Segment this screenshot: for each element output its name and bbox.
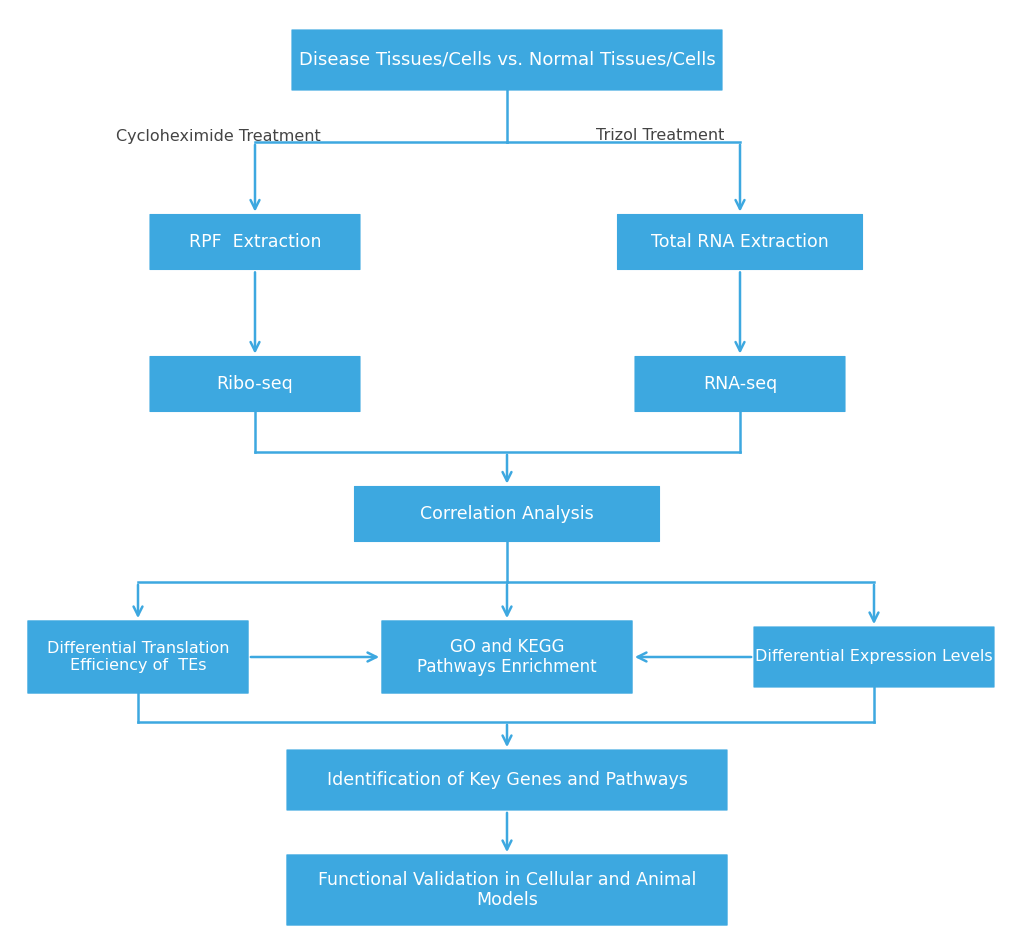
Text: Differential Translation
Efficiency of  TEs: Differential Translation Efficiency of T… — [47, 641, 229, 673]
Text: RPF  Extraction: RPF Extraction — [189, 233, 321, 251]
Text: RNA-seq: RNA-seq — [703, 375, 777, 393]
Text: Trizol Treatment: Trizol Treatment — [596, 129, 724, 144]
Text: Functional Validation in Cellular and Animal
Models: Functional Validation in Cellular and An… — [317, 870, 697, 910]
Text: Total RNA Extraction: Total RNA Extraction — [651, 233, 828, 251]
Text: Cycloheximide Treatment: Cycloheximide Treatment — [116, 129, 320, 144]
FancyBboxPatch shape — [286, 855, 728, 925]
Text: Ribo-seq: Ribo-seq — [217, 375, 293, 393]
Text: Correlation Analysis: Correlation Analysis — [420, 505, 594, 523]
FancyBboxPatch shape — [291, 30, 723, 90]
FancyBboxPatch shape — [617, 214, 863, 270]
FancyBboxPatch shape — [286, 749, 728, 811]
FancyBboxPatch shape — [149, 356, 361, 412]
Text: GO and KEGG
Pathways Enrichment: GO and KEGG Pathways Enrichment — [417, 637, 597, 677]
FancyBboxPatch shape — [753, 626, 995, 688]
Text: Disease Tissues/Cells vs. Normal Tissues/Cells: Disease Tissues/Cells vs. Normal Tissues… — [299, 51, 715, 69]
FancyBboxPatch shape — [27, 621, 248, 693]
Text: Differential Expression Levels: Differential Expression Levels — [755, 650, 993, 665]
FancyBboxPatch shape — [635, 356, 846, 412]
Text: Identification of Key Genes and Pathways: Identification of Key Genes and Pathways — [327, 771, 687, 789]
FancyBboxPatch shape — [149, 214, 361, 270]
FancyBboxPatch shape — [381, 621, 633, 693]
FancyBboxPatch shape — [354, 486, 660, 542]
